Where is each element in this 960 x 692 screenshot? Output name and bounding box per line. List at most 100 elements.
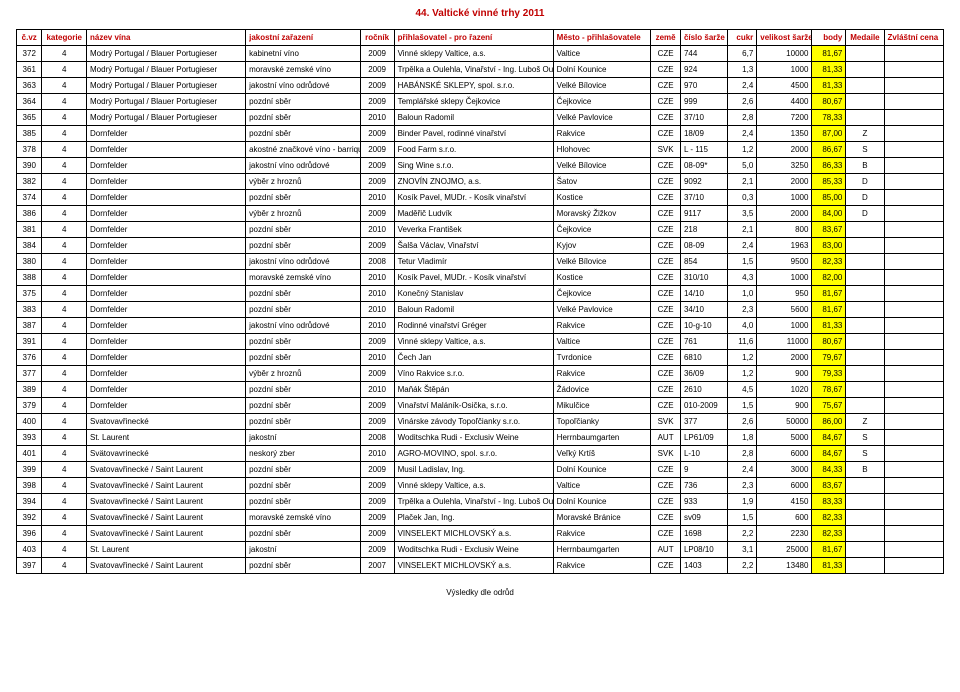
cell-prihl: Vinné sklepy Valtice, a.s. [394,46,553,62]
cell-jak: pozdní sběr [246,398,361,414]
cell-sarze: 2610 [680,382,727,398]
cell-cvz: 386 [17,206,42,222]
cell-jak: pozdní sběr [246,382,361,398]
cell-body: 86,67 [812,142,846,158]
cell-vel: 6000 [757,446,812,462]
cell-vel: 1020 [757,382,812,398]
cell-zvl [884,350,943,366]
cell-med [846,270,884,286]
cell-nazev: Dornfelder [87,318,246,334]
cell-body: 82,33 [812,526,846,542]
cell-cvz: 394 [17,494,42,510]
cell-mesto: Veľký Krtíš [553,446,651,462]
cell-jak: moravské zemské víno [246,270,361,286]
table-row: 3914Dornfelderpozdní sběr2009Vinné sklep… [17,334,944,350]
cell-body: 80,67 [812,94,846,110]
cell-mesto: Velké Bílovice [553,158,651,174]
cell-zvl [884,286,943,302]
cell-zeme: CZE [651,318,681,334]
cell-vel: 900 [757,398,812,414]
cell-cukr: 2,6 [727,94,757,110]
cell-prihl: Sing Wine s.r.o. [394,158,553,174]
cell-sarze: 218 [680,222,727,238]
cell-mesto: Kostice [553,190,651,206]
cell-nazev: Dornfelder [87,206,246,222]
cell-mesto: Valtice [553,46,651,62]
cell-kat: 4 [42,382,87,398]
col-header-jak: jakostní zařazení [246,30,361,46]
cell-prihl: HABÁNSKÉ SKLEPY, spol. s.r.o. [394,78,553,94]
cell-nazev: Dornfelder [87,334,246,350]
cell-sarze: 37/10 [680,190,727,206]
table-row: 3864Dornfeldervýběr z hroznů2009Maděřič … [17,206,944,222]
cell-mesto: Mikulčice [553,398,651,414]
cell-cukr: 1,0 [727,286,757,302]
cell-med: B [846,462,884,478]
cell-mesto: Rakvice [553,318,651,334]
cell-roc: 2009 [360,158,394,174]
cell-sarze: 08-09 [680,238,727,254]
cell-med [846,222,884,238]
cell-kat: 4 [42,494,87,510]
cell-cukr: 1,2 [727,366,757,382]
cell-cukr: 4,0 [727,318,757,334]
cell-body: 81,33 [812,78,846,94]
cell-prihl: Trpělka a Oulehla, Vinařství - Ing. Lubo… [394,494,553,510]
table-row: 3904Dornfelderjakostní víno odrůdové2009… [17,158,944,174]
cell-kat: 4 [42,126,87,142]
table-row: 3794Dornfelderpozdní sběr2009Vinařství M… [17,398,944,414]
cell-roc: 2010 [360,302,394,318]
cell-vel: 1000 [757,190,812,206]
cell-sarze: 37/10 [680,110,727,126]
cell-mesto: Valtice [553,334,651,350]
cell-vel: 800 [757,222,812,238]
cell-cvz: 383 [17,302,42,318]
cell-mesto: Velké Bílovice [553,78,651,94]
cell-cukr: 5,0 [727,158,757,174]
cell-body: 81,33 [812,62,846,78]
cell-jak: pozdní sběr [246,190,361,206]
table-row: 3744Dornfelderpozdní sběr2010Kosík Pavel… [17,190,944,206]
cell-sarze: LP08/10 [680,542,727,558]
cell-zeme: CZE [651,222,681,238]
cell-kat: 4 [42,158,87,174]
cell-nazev: Modrý Portugal / Blauer Portugieser [87,94,246,110]
cell-cvz: 389 [17,382,42,398]
cell-med [846,350,884,366]
cell-prihl: Trpělka a Oulehla, Vinařství - Ing. Lubo… [394,62,553,78]
cell-cukr: 0,3 [727,190,757,206]
cell-vel: 1000 [757,270,812,286]
cell-body: 79,33 [812,366,846,382]
cell-cukr: 2,1 [727,222,757,238]
cell-kat: 4 [42,526,87,542]
table-row: 3804Dornfelderjakostní víno odrůdové2008… [17,254,944,270]
cell-med [846,318,884,334]
cell-prihl: Woditschka Rudi - Exclusiv Weine [394,430,553,446]
cell-body: 81,33 [812,318,846,334]
cell-mesto: Herrnbaumgarten [553,542,651,558]
cell-cvz: 392 [17,510,42,526]
cell-prihl: Plaček Jan, Ing. [394,510,553,526]
cell-zeme: CZE [651,478,681,494]
cell-zeme: CZE [651,382,681,398]
cell-zvl [884,206,943,222]
cell-zvl [884,382,943,398]
cell-nazev: Dornfelder [87,302,246,318]
cell-cvz: 380 [17,254,42,270]
cell-med [846,286,884,302]
cell-mesto: Čejkovice [553,222,651,238]
cell-zeme: SVK [651,142,681,158]
cell-kat: 4 [42,142,87,158]
cell-jak: výběr z hroznů [246,174,361,190]
cell-med: D [846,174,884,190]
cell-zvl [884,510,943,526]
cell-med: Z [846,126,884,142]
cell-sarze: 970 [680,78,727,94]
cell-body: 81,67 [812,286,846,302]
cell-med: D [846,206,884,222]
cell-cukr: 2,4 [727,126,757,142]
cell-med: S [846,446,884,462]
cell-vel: 5600 [757,302,812,318]
cell-kat: 4 [42,350,87,366]
cell-jak: pozdní sběr [246,462,361,478]
